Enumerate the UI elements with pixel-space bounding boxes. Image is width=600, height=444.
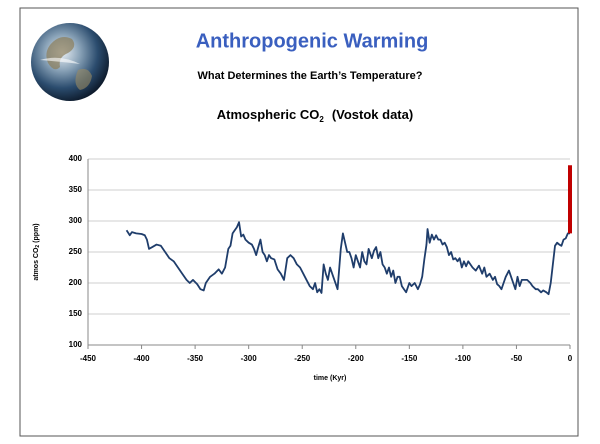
slide-subtitle: What Determines the Earth’s Temperature?	[198, 70, 423, 82]
y-axis-label: atmos CO2 (ppm)	[33, 223, 41, 280]
slide-frame	[19, 7, 579, 437]
x-tick-label: -400	[134, 354, 151, 363]
y-tick-label: 100	[69, 340, 83, 349]
x-axis-label: time (Kyr)	[314, 375, 347, 382]
y-label-subscript: 2	[35, 245, 41, 248]
y-tick-label: 150	[69, 309, 83, 318]
x-tick-label: 0	[568, 354, 573, 363]
chart-title-subscript: 2	[319, 115, 324, 124]
y-tick-label: 300	[69, 216, 83, 225]
x-tick-label: -350	[187, 354, 204, 363]
x-tick-label: -300	[241, 354, 258, 363]
x-tick-label: -150	[401, 354, 418, 363]
globe-icon	[31, 23, 109, 101]
y-tick-label: 200	[69, 278, 83, 287]
y-tick-label: 250	[69, 247, 83, 256]
chart-title-main: Atmospheric CO	[217, 107, 320, 122]
x-tick-label: -50	[511, 354, 523, 363]
y-tick-label: 400	[69, 154, 83, 163]
x-tick-label: -250	[294, 354, 311, 363]
chart-title-suffix: (Vostok data)	[332, 107, 413, 122]
y-label-suffix: (ppm)	[33, 223, 40, 242]
chart-title: Atmospheric CO2 (Vostok data)	[217, 107, 413, 124]
x-tick-label: -200	[348, 354, 365, 363]
data-line	[125, 221, 570, 296]
x-tick-label: -450	[80, 354, 97, 363]
slide-title: Anthropogenic Warming	[196, 30, 429, 52]
y-tick-label: 350	[69, 185, 83, 194]
x-tick-label: -100	[455, 354, 472, 363]
y-label-main: atmos CO	[33, 247, 40, 281]
